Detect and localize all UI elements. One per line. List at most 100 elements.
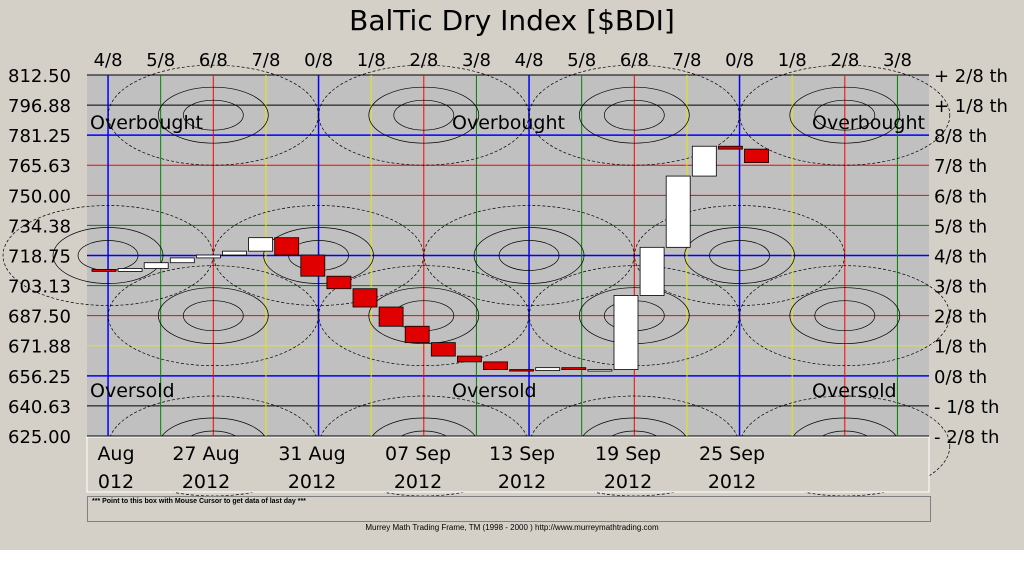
- left-tick-label: 812.50: [8, 66, 71, 87]
- left-axis: 812.50 796.88 781.25 765.63 750.00 734.38 718.…: [8, 66, 71, 448]
- top-tick-label: 4/8: [515, 50, 544, 71]
- top-tick-label: 7/8: [672, 50, 701, 71]
- grid-lines: [87, 74, 929, 437]
- candle: [639, 246, 665, 296]
- top-tick-label: 5/8: [567, 50, 596, 71]
- murrey-ellipse: [182, 99, 244, 131]
- candle: [195, 254, 221, 259]
- x-tick-label-date: Aug: [97, 443, 134, 465]
- top-tick-label: 4/8: [94, 50, 123, 71]
- murrey-ellipse: [423, 205, 635, 306]
- murrey-ellipse: [393, 99, 455, 131]
- right-tick-label: 4/8 th: [934, 247, 987, 268]
- top-tick-label: 2/8: [409, 50, 438, 71]
- x-tick-label-date: 13 Sep: [489, 443, 555, 465]
- candle: [169, 257, 195, 264]
- murrey-ellipse: [739, 64, 951, 166]
- top-tick-label: 7/8: [251, 50, 280, 71]
- chart-canvas: Overbought Overbought Overbought Oversold Ov…: [2, 50, 1008, 497]
- murrey-ellipse: [684, 227, 795, 284]
- candle: [117, 268, 143, 272]
- annotation-label: Oversold: [452, 380, 537, 402]
- murrey-ellipse: [368, 287, 480, 345]
- left-tick-label: 687.50: [8, 307, 71, 328]
- right-tick-label: - 1/8 th: [934, 397, 999, 418]
- right-tick-label: 2/8 th: [934, 307, 987, 328]
- top-tick-label: 1/8: [778, 50, 807, 71]
- candle: [587, 369, 613, 372]
- candle: [744, 148, 769, 164]
- top-tick-label: 6/8: [620, 50, 649, 71]
- top-tick-label: 5/8: [146, 50, 175, 71]
- top-tick-label: 3/8: [883, 50, 912, 71]
- candle: [222, 250, 247, 256]
- x-axis: Aug 012 27 Aug 2012 31 Aug 2012 07 Sep 2012 13 S…: [86, 436, 930, 493]
- top-tick-label: 1/8: [357, 50, 386, 71]
- left-tick-label: 625.00: [8, 427, 71, 448]
- murrey-ellipse: [814, 300, 876, 332]
- annotation-label: Overbought: [452, 112, 565, 134]
- candle: [91, 269, 117, 272]
- murrey-ellipse: [578, 86, 690, 144]
- annotation-label: Overbought: [90, 112, 203, 134]
- x-axis-band: [86, 436, 930, 493]
- candle: [430, 342, 456, 357]
- left-tick-label: 750.00: [8, 186, 71, 207]
- right-axis: + 2/8 th + 1/8 th 8/8 th 7/8 th 6/8 th 5/8 th…: [934, 66, 1008, 448]
- top-tick-label: 3/8: [462, 50, 491, 71]
- x-tick-label-date: 31 Aug: [278, 443, 345, 465]
- right-tick-label: 0/8 th: [934, 367, 987, 388]
- right-tick-label: 3/8 th: [934, 277, 987, 298]
- last-day-data-box[interactable]: *** Point to this box with Mouse Cursor …: [87, 496, 931, 522]
- x-tick-label-date: 07 Sep: [385, 443, 451, 465]
- candle: [248, 237, 274, 252]
- x-tick-label-year: 2012: [498, 471, 546, 493]
- murrey-ellipse: [739, 265, 951, 367]
- left-tick-label: 703.13: [8, 277, 71, 298]
- candle: [326, 275, 352, 290]
- right-tick-label: 7/8 th: [934, 156, 987, 177]
- x-tick-label-date: 19 Sep: [595, 443, 661, 465]
- footer-credit: Murrey Math Trading Frame, TM (1998 - 20…: [365, 523, 659, 532]
- candle: [509, 369, 535, 372]
- left-tick-label: 765.63: [8, 156, 71, 177]
- candle: [691, 145, 717, 177]
- top-tick-label: 0/8: [725, 50, 754, 71]
- right-tick-label: + 2/8 th: [934, 66, 1008, 87]
- x-tick-label-date: 25 Sep: [699, 443, 765, 465]
- top-tick-label: 2/8: [830, 50, 859, 71]
- murrey-ellipse: [634, 205, 845, 306]
- candle: [535, 367, 561, 371]
- candle: [456, 355, 482, 363]
- left-tick-label: 718.75: [8, 247, 71, 268]
- hint-text: *** Point to this box with Mouse Cursor …: [92, 498, 306, 505]
- right-tick-label: + 1/8 th: [934, 96, 1008, 117]
- murrey-ellipse: [368, 86, 480, 144]
- x-tick-label-year: 2012: [708, 471, 756, 493]
- right-tick-label: - 2/8 th: [934, 427, 999, 448]
- candle: [274, 237, 300, 256]
- top-axis: 4/8 5/8 6/8 7/8 0/8 1/8 2/8 3/8 4/8 5/8 6/8 7/8 0/8 1…: [94, 50, 912, 71]
- annotations: Overbought Overbought Overbought Oversold Ov…: [90, 112, 925, 402]
- murrey-ellipse: [498, 240, 560, 271]
- murrey-ellipse: [157, 287, 269, 345]
- murrey-ellipse: [318, 64, 530, 166]
- top-tick-label: 0/8: [304, 50, 333, 71]
- right-tick-label: 8/8 th: [934, 126, 987, 147]
- annotation-label: Oversold: [812, 380, 897, 402]
- candle: [352, 288, 378, 308]
- left-tick-label: 734.38: [8, 216, 71, 237]
- murrey-ellipse: [52, 227, 164, 284]
- murrey-ellipse: [709, 240, 770, 271]
- annotation-label: Oversold: [90, 380, 175, 402]
- left-tick-label: 781.25: [8, 126, 71, 147]
- x-tick-label-year: 012: [98, 471, 134, 493]
- candle: [718, 145, 743, 150]
- candles: [91, 145, 769, 372]
- candle: [378, 306, 404, 327]
- murrey-ellipse: [107, 265, 319, 367]
- x-tick-label-year: 2012: [604, 471, 652, 493]
- candle: [561, 367, 587, 370]
- x-tick-label-date: 27 Aug: [172, 443, 239, 465]
- murrey-ellipse: [318, 265, 530, 367]
